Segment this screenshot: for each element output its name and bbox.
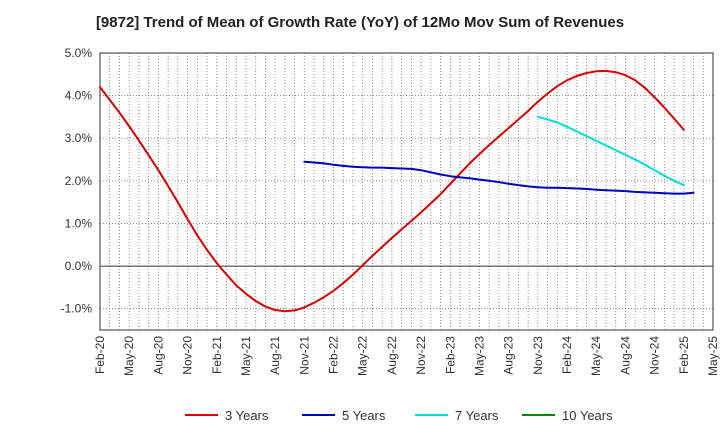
x-axis-ticks: Feb-20 May-20 Aug-20 Nov-20 Feb-21 May-21 Aug-…	[93, 336, 720, 376]
x-tick-label: Nov-24	[648, 336, 662, 375]
series-line-7-years	[536, 115, 685, 187]
x-tick-label: Feb-22	[327, 336, 341, 374]
series-line-5-years	[303, 160, 695, 195]
legend-label: 5 Years	[342, 408, 386, 423]
x-tick-label: May-24	[589, 336, 603, 376]
legend-label: 10 Years	[562, 408, 613, 423]
x-tick-label: Nov-21	[297, 336, 311, 375]
x-tick-label: May-22	[356, 336, 370, 376]
legend-label: 7 Years	[455, 408, 499, 423]
y-axis-ticks: 5.0% 4.0% 3.0% 2.0% 1.0% 0.0% -1.0%	[61, 46, 93, 316]
horizontal-gridlines	[100, 95, 713, 310]
x-tick-label: Nov-23	[531, 336, 545, 375]
x-tick-label: Aug-21	[268, 336, 282, 375]
series-line-3-years	[99, 69, 685, 313]
x-tick-label: Aug-24	[618, 336, 632, 375]
legend: 3 Years 5 Years 7 Years 10 Years	[185, 408, 613, 423]
x-tick-label: Aug-23	[502, 336, 516, 375]
x-tick-label: May-21	[239, 336, 253, 376]
legend-label: 3 Years	[225, 408, 269, 423]
x-tick-label: Feb-21	[210, 336, 224, 374]
y-tick-label: 0.0%	[65, 259, 93, 273]
x-tick-label: May-25	[706, 336, 720, 376]
x-tick-label: Nov-22	[414, 336, 428, 375]
series-lines	[99, 69, 695, 313]
y-tick-label: 2.0%	[65, 174, 93, 188]
y-tick-label: 4.0%	[65, 89, 93, 103]
y-tick-label: -1.0%	[61, 302, 93, 316]
y-tick-label: 3.0%	[65, 131, 93, 145]
x-tick-label: Feb-24	[560, 336, 574, 374]
y-tick-label: 1.0%	[65, 216, 93, 230]
x-tick-label: May-20	[122, 336, 136, 376]
x-tick-label: Feb-20	[93, 336, 107, 374]
x-tick-label: Feb-25	[677, 336, 691, 374]
x-tick-label: Aug-20	[151, 336, 165, 375]
x-tick-label: Nov-20	[181, 336, 195, 375]
chart-title: [9872] Trend of Mean of Growth Rate (YoY…	[95, 14, 625, 31]
plot-area	[100, 53, 713, 330]
y-tick-label: 5.0%	[65, 46, 93, 60]
x-tick-label: Aug-22	[385, 336, 399, 375]
x-tick-label: May-23	[472, 336, 486, 376]
plot-border	[99, 52, 714, 331]
x-tick-label: Feb-23	[443, 336, 457, 374]
